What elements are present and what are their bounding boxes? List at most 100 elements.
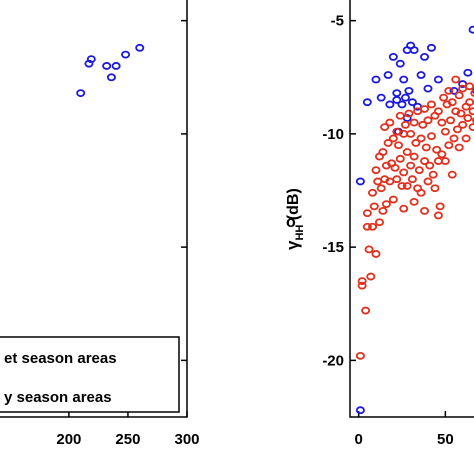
data-point xyxy=(364,245,374,254)
data-point xyxy=(451,75,461,84)
y-tick-label: -5 xyxy=(331,13,344,30)
data-point xyxy=(121,50,131,59)
data-point xyxy=(392,96,402,104)
data-point xyxy=(411,139,421,147)
data-point xyxy=(400,93,410,102)
data-point xyxy=(361,306,371,315)
data-point xyxy=(86,55,96,64)
data-point xyxy=(433,75,443,84)
data-point xyxy=(449,134,459,143)
data-point xyxy=(472,117,474,124)
data-point xyxy=(407,98,417,107)
ylabel-superscript: o xyxy=(286,214,296,231)
data-point xyxy=(368,222,378,231)
x-tick-label: 0 xyxy=(354,431,362,448)
data-point xyxy=(426,132,436,141)
data-point xyxy=(447,170,457,179)
data-point xyxy=(406,129,416,138)
data-point xyxy=(439,93,449,102)
data-point xyxy=(418,120,428,129)
data-point xyxy=(355,406,365,415)
data-point xyxy=(435,202,445,211)
data-point xyxy=(385,118,395,127)
data-point xyxy=(395,154,405,163)
data-point xyxy=(416,71,426,79)
data-point xyxy=(426,43,436,52)
data-point xyxy=(456,109,466,118)
legend-entry-dry: y season areas xyxy=(4,389,112,406)
data-point xyxy=(433,107,443,116)
left-scatter-panel: et season areas y season areas 200 250 300 xyxy=(0,0,200,448)
data-point xyxy=(423,116,433,125)
data-point xyxy=(420,105,430,113)
data-point xyxy=(388,134,398,143)
data-point xyxy=(362,209,372,218)
data-point xyxy=(423,177,433,186)
legend-entry-wet: et season areas xyxy=(4,350,117,367)
data-point xyxy=(388,52,398,61)
data-point xyxy=(392,175,402,184)
data-point xyxy=(409,197,419,206)
right-scatter-panel: -5 -10 -15 -20 0 50 γHH (dB) o xyxy=(283,0,474,448)
left-x-tick-labels: 200 250 300 xyxy=(56,431,199,448)
data-point xyxy=(461,134,471,143)
data-point xyxy=(420,157,430,165)
data-point xyxy=(449,86,459,95)
data-point xyxy=(394,141,404,150)
legend: et season areas y season areas xyxy=(0,336,180,413)
data-point xyxy=(366,272,376,281)
right-x-tick-labels: 0 50 xyxy=(354,431,453,448)
x-tick-label: 200 xyxy=(56,431,81,448)
data-point xyxy=(465,98,474,107)
data-point xyxy=(380,123,390,131)
data-point xyxy=(378,206,388,215)
data-point xyxy=(447,98,457,107)
data-point xyxy=(388,195,398,204)
data-point xyxy=(102,62,112,70)
data-point xyxy=(390,163,400,172)
ylabel-unit: (dB) xyxy=(285,188,302,224)
data-point xyxy=(106,73,116,82)
data-point xyxy=(432,145,442,154)
data-point xyxy=(409,152,419,161)
data-point xyxy=(454,143,464,152)
data-point xyxy=(416,188,426,197)
data-point xyxy=(414,166,424,175)
x-tick-label: 50 xyxy=(437,431,454,448)
data-point xyxy=(468,107,474,116)
right-data-points xyxy=(355,25,474,415)
data-point xyxy=(355,351,365,360)
data-point xyxy=(395,59,405,68)
data-point xyxy=(416,134,426,143)
data-point xyxy=(357,277,367,286)
y-tick-label: -15 xyxy=(322,239,344,256)
data-point xyxy=(371,166,381,175)
data-point xyxy=(392,89,402,98)
data-point xyxy=(409,46,419,54)
right-axis-ticks xyxy=(350,19,447,417)
y-tick-label: -10 xyxy=(322,126,344,143)
data-point xyxy=(376,184,386,193)
data-point xyxy=(397,100,407,109)
data-point xyxy=(371,250,381,258)
data-point xyxy=(463,68,473,77)
data-point xyxy=(430,184,440,193)
data-point xyxy=(368,188,378,197)
data-point xyxy=(446,116,456,125)
data-point xyxy=(111,62,121,70)
data-point xyxy=(400,120,410,129)
right-y-axis-label: γHH (dB) xyxy=(283,188,306,250)
data-point xyxy=(437,118,447,127)
left-data-points xyxy=(76,43,145,98)
data-point xyxy=(376,93,386,102)
data-point xyxy=(76,89,86,98)
data-point xyxy=(385,100,395,109)
data-point xyxy=(458,120,468,129)
data-point xyxy=(463,114,473,122)
data-point xyxy=(399,75,409,84)
data-point xyxy=(426,100,436,109)
data-point xyxy=(402,148,412,156)
left-plot-frame xyxy=(0,0,188,418)
data-point xyxy=(452,125,462,134)
